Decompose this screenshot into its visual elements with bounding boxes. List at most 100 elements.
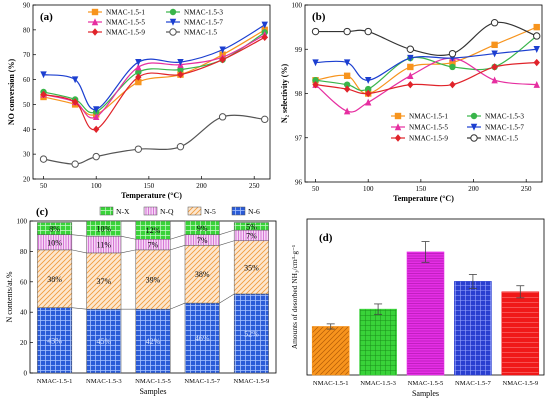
panel-label: (a) [40,11,53,23]
connector-line [170,234,186,240]
bar-segment [233,222,269,231]
bar-value-label: 43% [47,336,62,345]
legend-label: NMAC-1.5-9 [106,29,145,37]
bar-segment [86,308,122,374]
bar-segment [37,222,73,235]
data-point [491,63,498,71]
bar-value-label: 37% [96,277,111,286]
data-point [261,21,268,29]
data-point [343,27,351,36]
x-tick-label: 150 [416,185,427,193]
data-point [219,46,226,54]
data-point [491,76,498,84]
data-point [407,80,414,89]
data-point [449,80,456,89]
y-tick-label: 100 [292,2,303,10]
legend-label: NMAC-1.5 [184,29,217,37]
x-tick-label: 250 [249,182,260,190]
bar-value-label: 46% [195,334,210,343]
legend-label: NMAC-1.5-7 [485,124,524,132]
bar-segment [184,220,220,235]
bar-value-label: 7% [246,231,257,240]
data-point [343,59,351,67]
legend-label: NMAC-1.5-3 [184,9,223,17]
y-tick-label: 40 [20,309,28,317]
x-tick-label: 200 [196,182,207,190]
bar [454,281,492,376]
y-tick-label: 90 [23,2,31,10]
bar-value-label: 5% [246,222,257,231]
data-point [365,98,372,106]
x-tick-label: 250 [521,185,532,193]
data-point [312,80,319,89]
x-tick-label: 100 [91,182,102,190]
bar-segment [184,302,220,374]
data-point [407,54,414,62]
x-tick-label: 150 [144,182,155,190]
connector-line [219,240,235,246]
data-point [491,50,498,58]
data-point [71,160,79,168]
x-tick-label: NMAC-1.5-5 [408,380,444,387]
legend-marker [91,8,99,16]
x-tick-label: NMAC-1.5-3 [360,380,396,387]
bar-value-label: 42% [146,337,161,346]
bar-value-label: 10% [47,238,62,247]
data-point [312,59,319,67]
data-point [176,142,185,151]
bar-value-label: 7% [148,241,159,250]
y-tick-label: 60 [23,76,31,84]
y-tick-label: 50 [23,101,31,109]
y-tick-label: 99 [295,46,303,54]
data-point [343,107,351,115]
data-point [135,63,142,71]
legend-label: N-5 [204,207,216,216]
legend-label: NMAC-1.5-5 [409,124,448,132]
data-point [490,19,499,27]
y-tick-label: 80 [23,26,31,34]
legend-marker [470,134,478,142]
y-tick-label: 97 [295,134,303,142]
data-point [135,68,142,76]
data-point [219,55,226,64]
data-point [39,155,48,163]
data-point [177,58,184,66]
legend-marker [394,123,402,131]
bar-value-label: 10% [96,225,111,234]
bar-value-label: 7% [197,236,208,245]
data-point [407,63,414,71]
data-point [40,90,47,99]
y-tick-label: 30 [23,151,31,159]
data-point [92,152,100,161]
bar-segment [135,308,171,374]
data-point [364,27,372,36]
data-point [533,32,541,40]
legend-label: NMAC-1.5-1 [106,9,145,17]
legend-marker [394,112,402,120]
bar-value-label: 39% [146,276,161,285]
data-point [177,70,184,79]
x-tick-label: NMAC-1.5-9 [234,378,270,385]
data-point [343,72,351,79]
legend-label: N-Q [160,207,174,216]
data-point [533,23,540,31]
legend-label: NMAC-1.5-7 [184,19,223,27]
connector-line [120,235,136,240]
data-point [365,89,372,98]
connector-line [219,293,235,304]
bar-value-label: 35% [244,263,259,272]
x-tick-label: 100 [363,185,374,193]
connector-line [120,249,136,254]
panel-label: (b) [312,11,326,23]
data-point [343,85,351,93]
x-axis-label: Samples [139,387,166,396]
panel-d: Samples Amounts of desorbed NH₃/cm³·g⁻¹ NM… [290,218,545,398]
bar-value-label: 11% [97,241,112,250]
data-point [365,85,372,93]
panel-label: (d) [319,232,333,244]
data-point [533,58,540,67]
bar-segment [135,249,171,310]
legend-swatch [187,206,202,216]
legend-label: NMAC-1.5-1 [409,113,448,121]
legend-marker [470,123,478,131]
